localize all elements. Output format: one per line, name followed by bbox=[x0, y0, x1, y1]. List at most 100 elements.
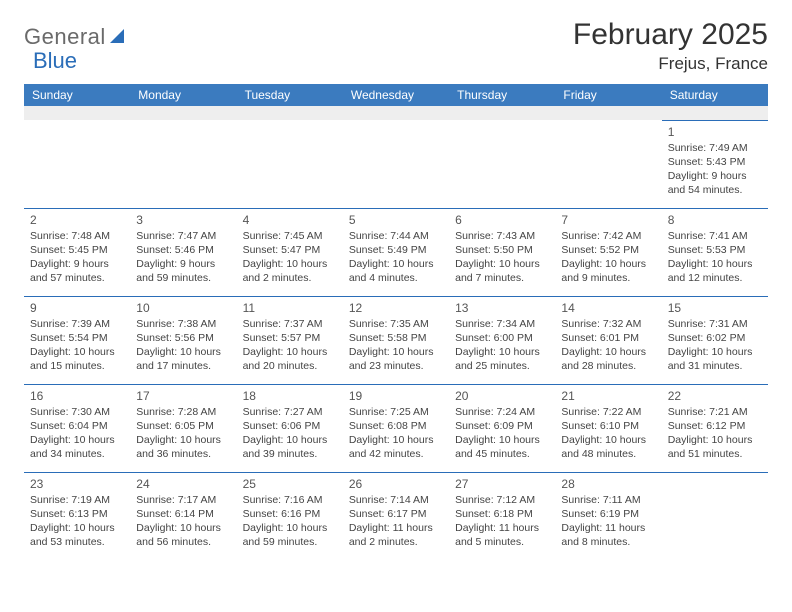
day-cell: 9Sunrise: 7:39 AMSunset: 5:54 PMDaylight… bbox=[24, 296, 130, 384]
day-cell: 11Sunrise: 7:37 AMSunset: 5:57 PMDayligh… bbox=[237, 296, 343, 384]
sunrise-line: Sunrise: 7:16 AM bbox=[243, 493, 337, 507]
sunset-line: Sunset: 6:17 PM bbox=[349, 507, 443, 521]
sunset-line: Sunset: 5:49 PM bbox=[349, 243, 443, 257]
sunset-line: Sunset: 5:46 PM bbox=[136, 243, 230, 257]
day-cell: 1Sunrise: 7:49 AMSunset: 5:43 PMDaylight… bbox=[662, 120, 768, 208]
day-number: 27 bbox=[455, 477, 549, 491]
daylight-line: Daylight: 10 hours and 53 minutes. bbox=[30, 521, 124, 549]
day-number: 22 bbox=[668, 389, 762, 403]
month-title: February 2025 bbox=[573, 18, 768, 52]
day-cell bbox=[662, 472, 768, 560]
sunset-line: Sunset: 6:04 PM bbox=[30, 419, 124, 433]
day-header: Friday bbox=[555, 84, 661, 106]
daylight-line: Daylight: 10 hours and 25 minutes. bbox=[455, 345, 549, 373]
sunrise-line: Sunrise: 7:22 AM bbox=[561, 405, 655, 419]
sunset-line: Sunset: 6:18 PM bbox=[455, 507, 549, 521]
week-row: 23Sunrise: 7:19 AMSunset: 6:13 PMDayligh… bbox=[24, 472, 768, 560]
day-cell: 6Sunrise: 7:43 AMSunset: 5:50 PMDaylight… bbox=[449, 208, 555, 296]
day-number: 4 bbox=[243, 213, 337, 227]
sunset-line: Sunset: 5:58 PM bbox=[349, 331, 443, 345]
sunset-line: Sunset: 6:05 PM bbox=[136, 419, 230, 433]
day-number: 2 bbox=[30, 213, 124, 227]
day-cell: 8 Sunrise: 7:41 AMSunset: 5:53 PMDaylight… bbox=[662, 208, 768, 296]
sunrise-line: Sunrise: 7:32 AM bbox=[561, 317, 655, 331]
spacer-row bbox=[24, 106, 768, 120]
sunrise-line: Sunrise: 7:37 AM bbox=[243, 317, 337, 331]
daylight-line: Daylight: 10 hours and 15 minutes. bbox=[30, 345, 124, 373]
day-header: Saturday bbox=[662, 84, 768, 106]
sunrise-line: Sunrise: 7:34 AM bbox=[455, 317, 549, 331]
daylight-line: Daylight: 10 hours and 20 minutes. bbox=[243, 345, 337, 373]
day-number: 14 bbox=[561, 301, 655, 315]
sunrise-line: Sunrise: 7:25 AM bbox=[349, 405, 443, 419]
day-cell: 23Sunrise: 7:19 AMSunset: 6:13 PMDayligh… bbox=[24, 472, 130, 560]
daylight-line: Daylight: 10 hours and 4 minutes. bbox=[349, 257, 443, 285]
day-cell: 12 Sunrise: 7:35 AMSunset: 5:58 PMDayligh… bbox=[343, 296, 449, 384]
day-cell bbox=[24, 120, 130, 208]
daylight-line: Daylight: 11 hours and 5 minutes. bbox=[455, 521, 549, 549]
sunrise-line: Sunrise: 7:39 AM bbox=[30, 317, 124, 331]
sunrise-line: Sunrise: 7:49 AM bbox=[668, 141, 762, 155]
day-cell: 22Sunrise: 7:21 AMSunset: 6:12 PMDayligh… bbox=[662, 384, 768, 472]
sunrise-line: Sunrise: 7:17 AM bbox=[136, 493, 230, 507]
day-cell: 17Sunrise: 7:28 AMSunset: 6:05 PMDayligh… bbox=[130, 384, 236, 472]
sunrise-line: Sunrise: 7:31 AM bbox=[668, 317, 762, 331]
day-number: 25 bbox=[243, 477, 337, 491]
calendar-table: SundayMondayTuesdayWednesdayThursdayFrid… bbox=[24, 84, 768, 560]
day-number: 8 bbox=[668, 213, 762, 227]
sunrise-line: Sunrise: 7:11 AM bbox=[561, 493, 655, 507]
daylight-line: Daylight: 10 hours and 48 minutes. bbox=[561, 433, 655, 461]
day-number: 6 bbox=[455, 213, 549, 227]
day-cell: 27Sunrise: 7:12 AMSunset: 6:18 PMDayligh… bbox=[449, 472, 555, 560]
daylight-line: Daylight: 10 hours and 9 minutes. bbox=[561, 257, 655, 285]
day-number: 9 bbox=[30, 301, 124, 315]
day-cell bbox=[130, 120, 236, 208]
sunset-line: Sunset: 6:08 PM bbox=[349, 419, 443, 433]
day-cell: 7Sunrise: 7:42 AMSunset: 5:52 PMDaylight… bbox=[555, 208, 661, 296]
sunrise-line: Sunrise: 7:28 AM bbox=[136, 405, 230, 419]
daylight-line: Daylight: 10 hours and 42 minutes. bbox=[349, 433, 443, 461]
day-cell: 3Sunrise: 7:47 AMSunset: 5:46 PMDaylight… bbox=[130, 208, 236, 296]
day-cell: 5Sunrise: 7:44 AMSunset: 5:49 PMDaylight… bbox=[343, 208, 449, 296]
daylight-line: Daylight: 9 hours and 57 minutes. bbox=[30, 257, 124, 285]
location: Frejus, France bbox=[573, 54, 768, 74]
day-number: 12 bbox=[349, 301, 443, 315]
daylight-line: Daylight: 10 hours and 12 minutes. bbox=[668, 257, 762, 285]
brand-name-gray: General bbox=[24, 24, 106, 50]
daylight-line: Daylight: 10 hours and 51 minutes. bbox=[668, 433, 762, 461]
daylight-line: Daylight: 9 hours and 54 minutes. bbox=[668, 169, 762, 197]
day-cell bbox=[237, 120, 343, 208]
sunrise-line: Sunrise: 7:38 AM bbox=[136, 317, 230, 331]
sunrise-line: Sunrise: 7:41 AM bbox=[668, 229, 762, 243]
sunset-line: Sunset: 5:57 PM bbox=[243, 331, 337, 345]
day-cell: 13Sunrise: 7:34 AMSunset: 6:00 PMDayligh… bbox=[449, 296, 555, 384]
day-cell: 10Sunrise: 7:38 AMSunset: 5:56 PMDayligh… bbox=[130, 296, 236, 384]
sunset-line: Sunset: 6:13 PM bbox=[30, 507, 124, 521]
day-cell: 25Sunrise: 7:16 AMSunset: 6:16 PMDayligh… bbox=[237, 472, 343, 560]
week-row: 16Sunrise: 7:30 AMSunset: 6:04 PMDayligh… bbox=[24, 384, 768, 472]
sunrise-line: Sunrise: 7:35 AM bbox=[349, 317, 443, 331]
daylight-line: Daylight: 10 hours and 39 minutes. bbox=[243, 433, 337, 461]
day-header: Monday bbox=[130, 84, 236, 106]
sunset-line: Sunset: 5:53 PM bbox=[668, 243, 762, 257]
week-row: 9Sunrise: 7:39 AMSunset: 5:54 PMDaylight… bbox=[24, 296, 768, 384]
daylight-line: Daylight: 10 hours and 23 minutes. bbox=[349, 345, 443, 373]
day-cell: 14Sunrise: 7:32 AMSunset: 6:01 PMDayligh… bbox=[555, 296, 661, 384]
day-number: 24 bbox=[136, 477, 230, 491]
day-number: 15 bbox=[668, 301, 762, 315]
sunset-line: Sunset: 6:00 PM bbox=[455, 331, 549, 345]
day-cell: 4Sunrise: 7:45 AMSunset: 5:47 PMDaylight… bbox=[237, 208, 343, 296]
sunset-line: Sunset: 5:56 PM bbox=[136, 331, 230, 345]
day-number: 26 bbox=[349, 477, 443, 491]
sunrise-line: Sunrise: 7:43 AM bbox=[455, 229, 549, 243]
daylight-line: Daylight: 10 hours and 56 minutes. bbox=[136, 521, 230, 549]
sunrise-line: Sunrise: 7:30 AM bbox=[30, 405, 124, 419]
week-row: 1Sunrise: 7:49 AMSunset: 5:43 PMDaylight… bbox=[24, 120, 768, 208]
day-header: Wednesday bbox=[343, 84, 449, 106]
daylight-line: Daylight: 10 hours and 17 minutes. bbox=[136, 345, 230, 373]
sunset-line: Sunset: 6:16 PM bbox=[243, 507, 337, 521]
week-row: 2Sunrise: 7:48 AMSunset: 5:45 PMDaylight… bbox=[24, 208, 768, 296]
sunset-line: Sunset: 5:45 PM bbox=[30, 243, 124, 257]
daylight-line: Daylight: 10 hours and 34 minutes. bbox=[30, 433, 124, 461]
sail-icon bbox=[110, 27, 128, 48]
